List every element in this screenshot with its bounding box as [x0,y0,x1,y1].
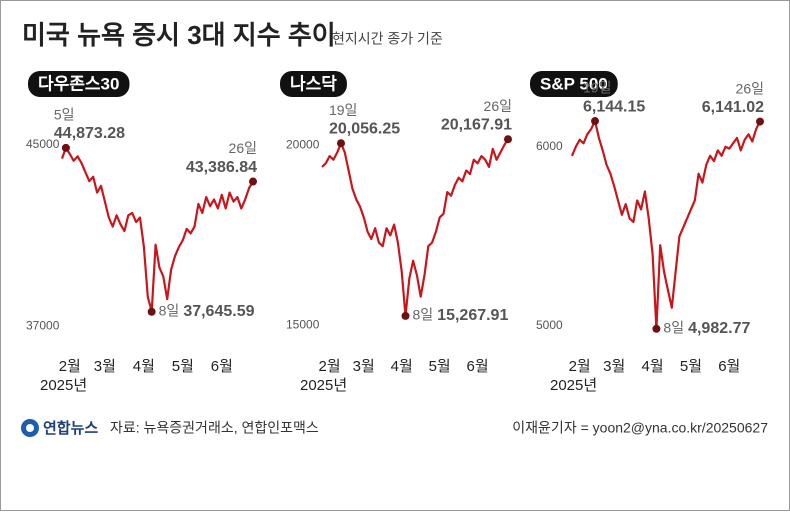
point-marker [401,311,410,320]
value-label: 15,267.91 [437,307,508,324]
x-tick-label: 6월 [211,358,233,375]
logo-text: 연합뉴스 [43,420,98,437]
day-label: 26일 [736,80,764,96]
point-marker [336,139,345,148]
main-title: 미국 뉴욕 증시 3대 지수 추이 [22,20,336,50]
day-label: 8일 [413,307,434,323]
x-tick-label: 4월 [133,358,155,375]
y-tick-label: 20000 [286,137,320,151]
chart-title: 나스닥 [290,74,337,93]
chart-title-pill [530,71,618,97]
chart-title-pill [280,71,347,97]
price-line [570,119,761,330]
price-line [60,146,254,313]
day-label: 19일 [583,80,611,96]
credit: 이재윤기자 = yoon2@yna.co.kr/20250627 [512,420,768,436]
source: 자료: 뉴욕증권거래소, 연합인포맥스 [110,420,319,436]
chart-title: 다우존스30 [38,74,119,93]
value-label: 37,645.59 [183,303,254,320]
x-tick-label: 5월 [429,358,451,375]
y-tick-label: 37000 [26,319,60,333]
x-tick-label: 3월 [603,358,625,375]
x-tick-label: 2월 [319,358,341,375]
day-label: 8일 [663,319,684,335]
point-marker [249,177,257,186]
x-axis-note: 2025년 [300,377,347,394]
chart-title-pill [28,71,130,97]
point-marker [591,117,600,126]
value-label: 4,982.77 [688,320,750,337]
y-tick-label: 5000 [536,318,563,332]
chart-panel: 다우존스30 37000 45000 2월 3월 4월 5월 6월 2025년 5일 44,873.… [26,71,257,394]
chart-panel: 나스닥 15000 20000 2월 3월 4월 5월 6월 2025년 19일 20,056.25… [280,71,512,394]
chart-panel: S&P 500 5000 6000 2월 3월 4월 5월 6월 2025년 19일 6,144.1… [530,71,764,394]
value-label: 44,873.28 [54,125,125,142]
value-label: 20,056.25 [329,120,400,137]
point-marker [504,135,512,144]
y-tick-label: 15000 [286,318,320,332]
point-marker [147,307,156,316]
day-label: 19일 [329,102,357,118]
day-label: 26일 [484,98,512,114]
day-label: 26일 [229,140,257,156]
x-axis-note: 2025년 [550,377,597,394]
subtitle: 현지시간 종가 기준 [332,31,443,47]
value-label: 6,144.15 [583,98,645,115]
point-marker [61,143,70,152]
x-tick-label: 5월 [680,358,702,375]
x-tick-label: 5월 [172,358,194,375]
point-marker [756,117,764,126]
x-tick-label: 4월 [391,358,413,375]
x-tick-label: 3월 [353,358,375,375]
x-tick-label: 6월 [467,358,489,375]
x-tick-label: 3월 [94,358,116,375]
price-line [321,138,509,317]
x-tick-label: 4월 [641,358,663,375]
x-tick-label: 2월 [59,358,81,375]
value-label: 20,167.91 [441,116,512,133]
y-tick-label: 6000 [536,139,563,153]
day-label: 5일 [54,107,75,123]
x-tick-label: 6월 [718,358,740,375]
logo-icon-dot [26,424,34,432]
y-tick-label: 45000 [26,137,60,151]
chart-title: S&P 500 [540,74,608,93]
value-label: 43,386.84 [186,159,257,176]
value-label: 6,141.02 [702,99,764,116]
day-label: 8일 [159,302,180,318]
x-tick-label: 2월 [569,358,591,375]
x-axis-note: 2025년 [40,377,87,394]
point-marker [652,324,661,333]
logo: 연합뉴스 [21,419,98,437]
